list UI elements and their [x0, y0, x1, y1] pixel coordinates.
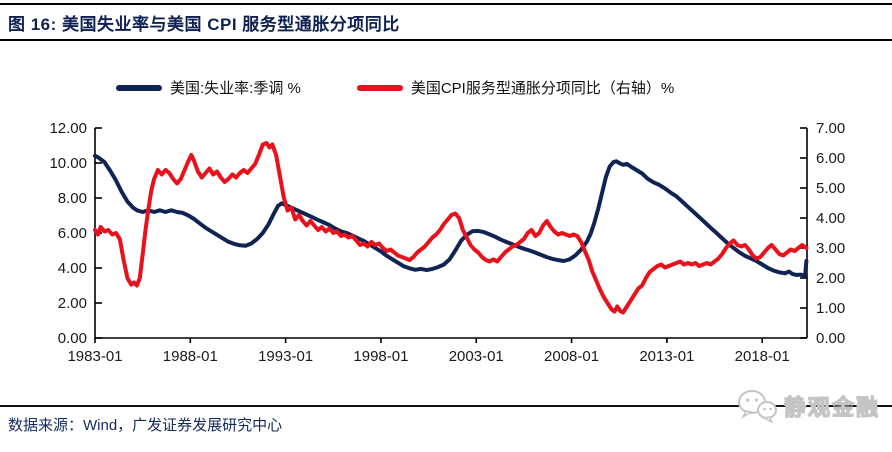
svg-text:1998-01: 1998-01	[353, 348, 408, 365]
title-underline-rule	[0, 39, 892, 41]
svg-text:1.00: 1.00	[816, 300, 845, 317]
svg-text:6.00: 6.00	[58, 225, 87, 242]
svg-text:1983-01: 1983-01	[67, 348, 122, 365]
svg-text:5.00: 5.00	[816, 180, 845, 197]
figure-title: 图 16: 美国失业率与美国 CPI 服务型通胀分项同比	[8, 15, 400, 34]
svg-text:2008-01: 2008-01	[544, 348, 599, 365]
cpi-services-line-swatch	[356, 84, 403, 91]
wechat-bubbles-icon	[737, 390, 777, 423]
svg-text:4.00: 4.00	[58, 260, 87, 277]
svg-text:3.00: 3.00	[816, 240, 845, 257]
svg-text:2.00: 2.00	[816, 270, 845, 287]
svg-text:4.00: 4.00	[816, 210, 845, 227]
svg-text:1993-01: 1993-01	[258, 348, 313, 365]
svg-text:12.00: 12.00	[49, 120, 87, 137]
footer-separator-rule	[0, 405, 892, 407]
svg-text:0.00: 0.00	[58, 330, 87, 347]
svg-text:8.00: 8.00	[58, 190, 87, 207]
svg-text:7.00: 7.00	[816, 120, 845, 137]
svg-text:2013-01: 2013-01	[639, 348, 694, 365]
chart-legend: 美国:失业率:季调 % 美国CPI服务型通胀分项同比（右轴）%	[116, 77, 674, 98]
legend-label-cpi-services: 美国CPI服务型通胀分项同比（右轴）%	[410, 80, 675, 97]
watermark: 静观金融	[736, 389, 880, 423]
legend-item-cpi-services: 美国CPI服务型通胀分项同比（右轴）%	[356, 77, 675, 98]
legend-label-unemployment: 美国:失业率:季调 %	[170, 80, 301, 97]
svg-text:2018-01: 2018-01	[735, 348, 790, 365]
svg-text:2003-01: 2003-01	[449, 348, 504, 365]
legend-item-unemployment: 美国:失业率:季调 %	[116, 77, 301, 98]
chart-plot-area: 0.00 2.00 4.00 6.00 8.00 10.00 12.00 0.00 1.00 2.…	[49, 120, 845, 365]
svg-text:0.00: 0.00	[816, 330, 845, 347]
svg-text:2.00: 2.00	[58, 295, 87, 312]
watermark-text: 静观金融	[783, 394, 880, 420]
data-source-note: 数据来源：Wind，广发证券发展研究中心	[8, 417, 283, 434]
svg-text:1988-01: 1988-01	[163, 348, 218, 365]
line-chart: 0.00 2.00 4.00 6.00 8.00 10.00 12.00 0.00 1.00 2.…	[0, 108, 892, 383]
svg-text:6.00: 6.00	[816, 150, 845, 167]
unemployment-line-swatch	[116, 84, 162, 91]
top-border-rule	[0, 3, 892, 5]
svg-text:10.00: 10.00	[49, 155, 87, 172]
